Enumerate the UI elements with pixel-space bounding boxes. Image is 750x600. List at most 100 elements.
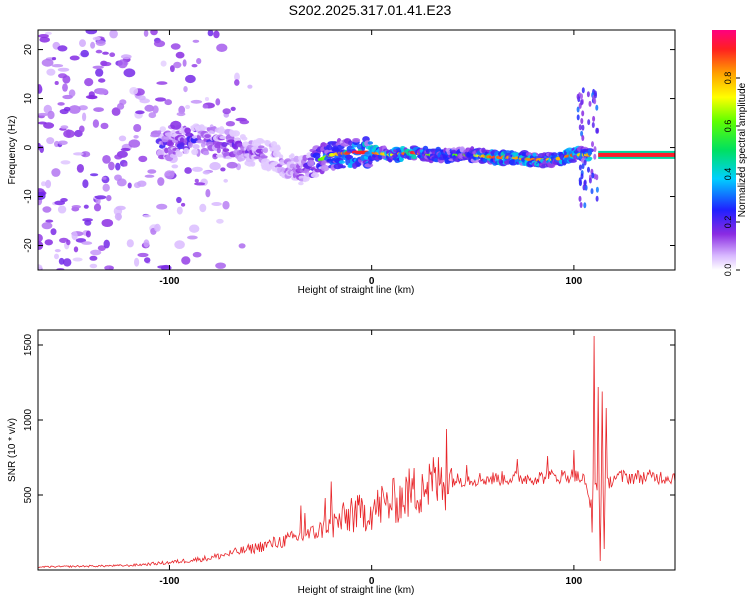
noise-blob <box>47 110 55 120</box>
noise-blob <box>216 218 224 224</box>
smear-blob <box>594 92 597 99</box>
ridge-blob <box>587 149 592 156</box>
noise-blob <box>66 239 71 246</box>
snr-axes: -100 0 100 500 1000 1500 <box>23 330 675 587</box>
noise-blob <box>66 129 71 138</box>
noise-blob <box>176 112 186 117</box>
noise-blob <box>95 40 106 46</box>
noise-blob <box>117 103 125 110</box>
x-tick-label: 0 <box>369 576 375 587</box>
ridge-blob <box>201 126 209 130</box>
noise-blob <box>143 239 150 248</box>
noise-blob <box>98 78 106 83</box>
noise-blob <box>111 107 121 116</box>
snr-series-line <box>38 335 675 569</box>
noise-blob <box>84 219 92 226</box>
smear-blob <box>581 87 585 94</box>
noise-blob <box>79 125 85 133</box>
noise-blob <box>60 160 71 165</box>
smear-blob <box>588 177 592 184</box>
ridge-blob <box>192 144 200 150</box>
noise-blob <box>154 223 161 232</box>
noise-blob <box>247 84 253 89</box>
noise-blob <box>54 81 59 85</box>
noise-blob <box>194 182 206 186</box>
noise-blob <box>51 57 57 61</box>
noise-blob <box>81 241 93 245</box>
ridge-blob <box>156 149 165 157</box>
spectrogram-area <box>38 30 675 270</box>
noise-blob <box>54 200 66 206</box>
noise-blob <box>123 162 128 167</box>
noise-blob <box>215 98 221 106</box>
noise-blob <box>164 170 175 180</box>
y-tick-label: 20 <box>23 44 34 56</box>
ridge-blob <box>250 161 256 167</box>
noise-blob <box>57 140 68 146</box>
noise-blob <box>127 182 132 189</box>
noise-blob <box>138 155 148 163</box>
noise-blob <box>220 167 226 172</box>
x-tick-label: 0 <box>369 276 375 287</box>
noise-blob <box>44 31 52 35</box>
noise-blob <box>155 97 166 102</box>
noise-blob <box>192 39 200 43</box>
noise-blob <box>156 203 168 210</box>
noise-blob <box>38 233 43 243</box>
noise-blob <box>80 151 91 158</box>
noise-blob <box>234 72 240 82</box>
ridge-blob <box>338 160 345 164</box>
ridge-blob <box>191 148 199 156</box>
noise-blob <box>144 104 155 112</box>
noise-blob <box>202 104 209 109</box>
smear-blob <box>580 118 584 124</box>
noise-blob <box>73 152 84 156</box>
noise-blob <box>95 68 104 77</box>
noise-blob <box>44 239 53 246</box>
noise-blob <box>152 105 159 114</box>
noise-blob <box>71 205 82 209</box>
noise-blob <box>230 106 236 111</box>
ridge-blob <box>159 144 166 149</box>
noise-blob <box>170 120 182 130</box>
noise-blob <box>57 102 65 106</box>
noise-blob <box>150 133 159 138</box>
ridge-blob <box>175 151 183 158</box>
smear-blob <box>587 119 591 126</box>
colorbar <box>712 30 736 270</box>
noise-blob <box>170 65 175 73</box>
ridge-blob <box>257 139 266 144</box>
ridge-blob <box>411 154 417 160</box>
noise-blob <box>170 43 181 50</box>
smear-blob <box>578 179 582 186</box>
noise-blob <box>41 181 46 187</box>
noise-blob <box>175 51 185 59</box>
ridge-blob <box>326 144 333 151</box>
y-tick-label: 0 <box>23 144 34 150</box>
y-tick-label: 1500 <box>23 333 34 356</box>
noise-blob <box>92 119 99 128</box>
colorbar-label: Normalized spectral amplitude <box>737 82 748 217</box>
noise-blob <box>102 183 110 192</box>
spectrogram-frame <box>37 29 676 271</box>
ridge-blob <box>183 147 190 155</box>
ridge-blob <box>346 154 352 161</box>
noise-blob <box>143 30 149 37</box>
colorbar-tick-label: 0.2 <box>723 216 733 229</box>
noise-blob <box>38 112 49 117</box>
colorbar-tick-label: 0.6 <box>723 120 733 133</box>
smear-blob <box>595 127 599 134</box>
noise-blob <box>38 34 49 38</box>
ridge-blob <box>312 152 321 159</box>
noise-blob <box>213 30 220 39</box>
noise-blob <box>38 84 42 91</box>
noise-blob <box>38 121 47 125</box>
snr-area <box>38 335 675 569</box>
noise-blob <box>144 257 151 263</box>
ridge-blob <box>348 140 353 146</box>
colorbar-ticks: 0.0 0.2 0.4 0.6 0.8 <box>723 72 740 276</box>
figure-title: S202.2025.317.01.41.E23 <box>289 2 452 18</box>
noise-blob <box>176 196 182 204</box>
smear-blob <box>580 99 584 106</box>
noise-blob <box>75 238 87 243</box>
